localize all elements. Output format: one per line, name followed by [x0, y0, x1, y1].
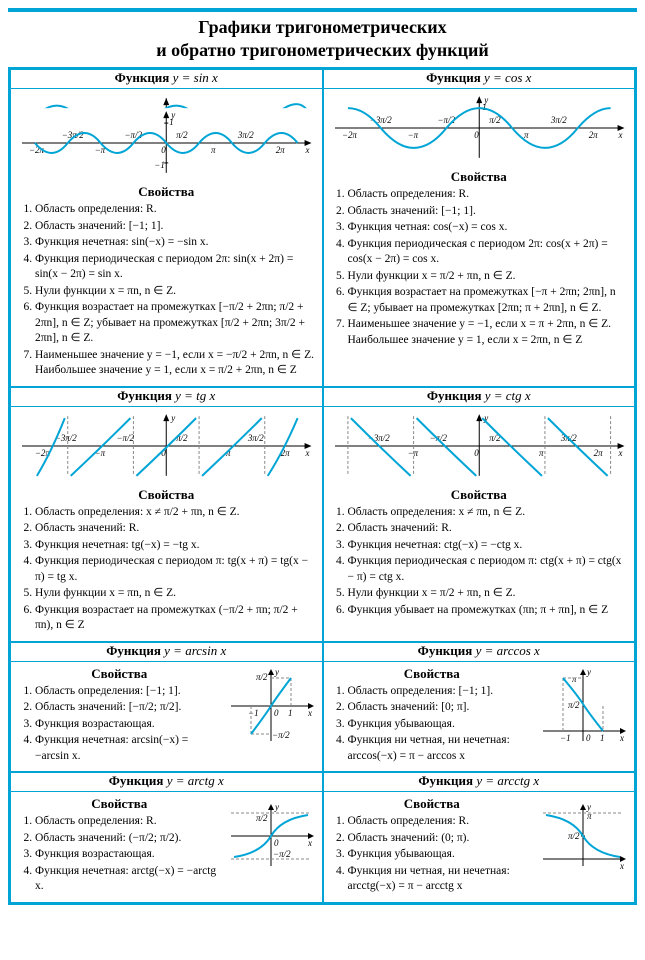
props-title-cot: Свойства — [330, 487, 629, 503]
svg-text:x: x — [307, 838, 312, 848]
props-cos: Область определения: R. Область значений… — [330, 187, 629, 348]
svg-text:3π/2: 3π/2 — [237, 130, 254, 140]
header-arcsin: Функция y = arcsin x — [11, 643, 322, 662]
header-sin: Функция y = sin x — [11, 70, 322, 89]
svg-text:x: x — [617, 130, 622, 140]
cell-cos: Функция y = cos x yx 1 0 −2π−3π/2−π−π/2 … — [323, 69, 636, 387]
svg-text:x: x — [305, 448, 310, 458]
svg-text:1: 1 — [169, 117, 173, 127]
svg-text:−π: −π — [407, 448, 418, 458]
svg-text:π/2: π/2 — [568, 831, 580, 841]
cell-arctan: Функция y = arctg x yx 0 π/2 −π/2 Свойст… — [10, 772, 323, 903]
svg-text:π: π — [524, 130, 529, 140]
svg-text:−π/2: −π/2 — [273, 849, 291, 859]
svg-text:π/2: π/2 — [256, 813, 268, 823]
header-cot: Функция y = ctg x — [324, 388, 635, 407]
header-cos: Функция y = cos x — [324, 70, 635, 89]
props-sin: Область определения: R. Область значений… — [17, 202, 316, 379]
header-arctan: Функция y = arctg x — [11, 773, 322, 792]
cell-sin: Функция y = sin x yx 1 −1 0 −2π−3π/ — [10, 69, 323, 387]
svg-text:2π: 2π — [588, 130, 597, 140]
svg-text:π/2: π/2 — [176, 433, 188, 443]
svg-text:0: 0 — [586, 733, 591, 743]
plot-cos: yx 1 0 −2π−3π/2−π−π/2 π/2π3π/22π — [330, 93, 629, 163]
svg-text:x: x — [619, 733, 624, 743]
cell-tan: Функция y = tg x yx 0 −2π−3π/2−π−π/2 π/2… — [10, 387, 323, 642]
reference-grid: Функция y = sin x yx 1 −1 0 −2π−3π/ — [8, 67, 637, 905]
header-arccot: Функция y = arcctg x — [324, 773, 635, 792]
svg-text:0: 0 — [474, 448, 479, 458]
plot-arcsin: y x 01 −1 π/2 −π/2 — [226, 666, 316, 746]
header-tan: Функция y = tg x — [11, 388, 322, 407]
svg-text:π/2: π/2 — [568, 700, 580, 710]
svg-text:1: 1 — [600, 733, 605, 743]
svg-text:y: y — [274, 667, 279, 677]
svg-text:x: x — [305, 145, 310, 155]
svg-text:−1: −1 — [560, 733, 571, 743]
cell-arccos: Функция y = arccos x yx 01−1 π π/2 Свойс… — [323, 642, 636, 773]
props-title-tan: Свойства — [17, 487, 316, 503]
svg-text:2π: 2π — [593, 448, 602, 458]
svg-text:π/2: π/2 — [256, 672, 268, 682]
svg-text:0: 0 — [274, 838, 279, 848]
svg-text:1: 1 — [288, 708, 293, 718]
props-title-sin: Свойства — [17, 184, 316, 200]
svg-text:0: 0 — [161, 145, 166, 155]
props-cot: Область определения: x ≠ πn, n ∈ Z. Обла… — [330, 505, 629, 619]
svg-text:−1: −1 — [154, 160, 165, 170]
svg-text:2π: 2π — [276, 145, 285, 155]
plot-tan: yx 0 −2π−3π/2−π−π/2 π/2π3π/22π — [17, 411, 316, 481]
plot-arctan: y x 0 π/2 −π/2 — [226, 796, 316, 876]
plot-sin-clean: yx 1 −1 0 −2π−3π/2−π−π/2 π/2π3π/22π — [17, 108, 316, 178]
svg-text:3π/2: 3π/2 — [247, 433, 264, 443]
svg-text:x: x — [307, 708, 312, 718]
props-title-cos: Свойства — [330, 169, 629, 185]
svg-text:1: 1 — [482, 102, 486, 112]
header-arccos: Функция y = arccos x — [324, 643, 635, 662]
svg-text:3π/2: 3π/2 — [549, 115, 566, 125]
svg-text:0: 0 — [474, 130, 479, 140]
cell-cot: Функция y = ctg x yx 0 −π−3π/2−π/2 π/2π3… — [323, 387, 636, 642]
cell-arccot: Функция y = arcctg x yx π π/2 Свойства О… — [323, 772, 636, 903]
svg-text:y: y — [586, 667, 591, 677]
page-title: Графики тригонометрических и обратно три… — [8, 16, 637, 61]
svg-text:π: π — [538, 448, 543, 458]
svg-text:π/2: π/2 — [176, 130, 188, 140]
svg-text:π: π — [211, 145, 216, 155]
svg-text:y: y — [274, 802, 279, 812]
props-tan: Область определения: x ≠ π/2 + πn, n ∈ Z… — [17, 505, 316, 634]
svg-text:π: π — [587, 811, 592, 821]
plot-arccos: y x 01 −1 π π/2 — [538, 666, 628, 746]
svg-text:π: π — [572, 674, 577, 684]
svg-text:−2π: −2π — [341, 130, 356, 140]
svg-text:−1: −1 — [248, 708, 259, 718]
cell-arcsin: Функция y = arcsin x yx 01−1 π/2 −π/2 Св… — [10, 642, 323, 773]
plot-cot: yx 0 −π−3π/2−π/2 π/2π3π/22π — [330, 411, 629, 481]
svg-text:x: x — [619, 861, 624, 871]
title-bar: Графики тригонометрических и обратно три… — [8, 8, 637, 61]
svg-text:−π: −π — [407, 130, 418, 140]
plot-arccot: yx π π/2 — [538, 796, 628, 876]
svg-text:0: 0 — [274, 708, 279, 718]
svg-text:−π/2: −π/2 — [272, 730, 290, 740]
svg-text:x: x — [617, 448, 622, 458]
svg-text:−π/2: −π/2 — [117, 433, 135, 443]
svg-text:y: y — [170, 413, 175, 423]
svg-text:−π/2: −π/2 — [124, 130, 142, 140]
